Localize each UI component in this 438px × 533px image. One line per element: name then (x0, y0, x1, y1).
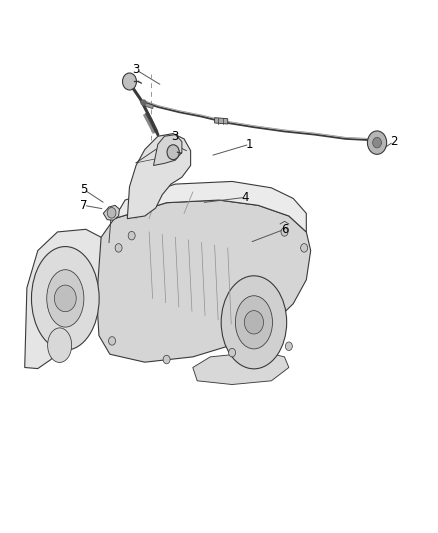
Circle shape (115, 244, 122, 252)
Polygon shape (145, 103, 153, 109)
Circle shape (128, 231, 135, 240)
Text: 3: 3 (132, 63, 140, 76)
Circle shape (54, 285, 76, 312)
Text: 6: 6 (281, 223, 288, 236)
Polygon shape (25, 229, 110, 368)
Polygon shape (103, 205, 120, 220)
Polygon shape (114, 181, 306, 232)
Circle shape (123, 73, 137, 90)
Circle shape (109, 337, 116, 345)
Polygon shape (127, 134, 191, 219)
Circle shape (107, 207, 116, 218)
Circle shape (244, 311, 264, 334)
Ellipse shape (32, 247, 99, 350)
Polygon shape (193, 352, 289, 384)
Circle shape (163, 356, 170, 364)
Ellipse shape (221, 276, 287, 369)
Ellipse shape (48, 328, 72, 362)
Circle shape (373, 138, 381, 148)
Text: 3: 3 (172, 130, 179, 143)
Text: 1: 1 (246, 138, 253, 151)
Polygon shape (97, 200, 311, 362)
Text: 2: 2 (390, 135, 397, 148)
Circle shape (167, 145, 179, 160)
Circle shape (300, 244, 307, 252)
Text: 4: 4 (241, 191, 249, 204)
Polygon shape (215, 118, 228, 124)
Ellipse shape (235, 296, 272, 349)
Circle shape (286, 342, 292, 351)
Circle shape (281, 228, 288, 236)
Ellipse shape (47, 270, 84, 327)
Circle shape (229, 349, 236, 357)
Text: 5: 5 (80, 183, 87, 196)
Text: 7: 7 (80, 199, 88, 212)
Circle shape (367, 131, 387, 155)
Polygon shape (153, 135, 182, 165)
